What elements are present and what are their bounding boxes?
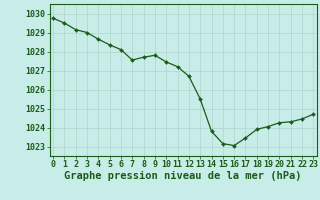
X-axis label: Graphe pression niveau de la mer (hPa): Graphe pression niveau de la mer (hPa) [64,171,302,181]
